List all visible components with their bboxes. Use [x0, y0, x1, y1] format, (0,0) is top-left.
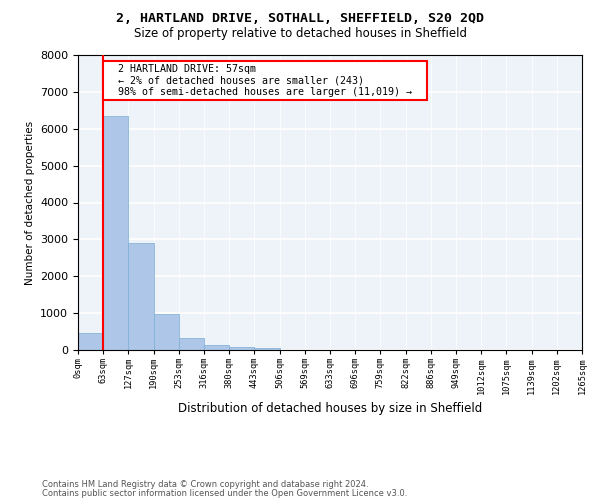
X-axis label: Distribution of detached houses by size in Sheffield: Distribution of detached houses by size …: [178, 402, 482, 415]
Bar: [204, 345, 229, 350]
Bar: [179, 338, 204, 350]
Bar: [254, 348, 280, 350]
Text: Contains HM Land Registry data © Crown copyright and database right 2024.: Contains HM Land Registry data © Crown c…: [42, 480, 368, 489]
Text: 2, HARTLAND DRIVE, SOTHALL, SHEFFIELD, S20 2QD: 2, HARTLAND DRIVE, SOTHALL, SHEFFIELD, S…: [116, 12, 484, 26]
Bar: [229, 347, 254, 350]
Bar: [128, 243, 154, 350]
Text: Contains public sector information licensed under the Open Government Licence v3: Contains public sector information licen…: [42, 490, 407, 498]
Text: Size of property relative to detached houses in Sheffield: Size of property relative to detached ho…: [133, 28, 467, 40]
Text: 2 HARTLAND DRIVE: 57sqm  
  ← 2% of detached houses are smaller (243)  
  98% of: 2 HARTLAND DRIVE: 57sqm ← 2% of detached…: [106, 64, 424, 98]
Bar: [78, 334, 103, 350]
Bar: [103, 116, 128, 350]
Bar: [154, 314, 179, 350]
Y-axis label: Number of detached properties: Number of detached properties: [25, 120, 35, 284]
